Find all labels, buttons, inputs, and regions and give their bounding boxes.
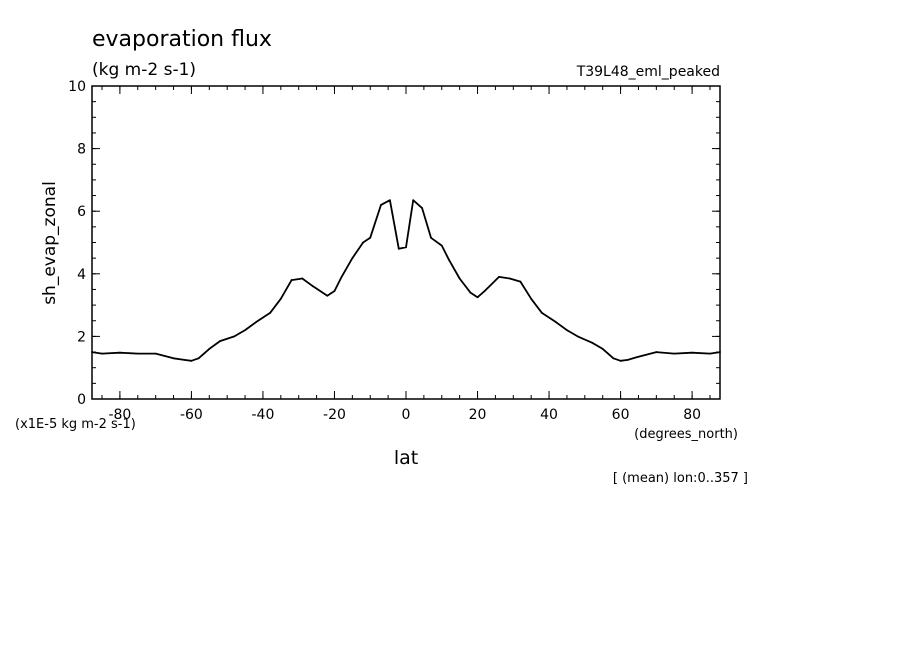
data-point [601, 348, 604, 350]
x-tick-label: 80 [683, 407, 701, 423]
data-point [183, 358, 186, 361]
data-point [483, 290, 486, 292]
data-point [233, 335, 236, 338]
y-tick-label: 10 [68, 79, 86, 95]
data-point [197, 357, 200, 360]
x-tick-label: 20 [469, 407, 487, 423]
x-tick-label: 40 [540, 407, 558, 423]
data-point [101, 352, 103, 355]
x-tick-label: -60 [180, 407, 203, 423]
data-point [612, 357, 615, 360]
x-tick-label: -40 [252, 407, 275, 423]
data-point [508, 277, 511, 280]
data-point [118, 351, 121, 354]
data-point [91, 351, 93, 353]
chart-units: (kg m-2 s-1) [92, 60, 196, 80]
chart-title: evaporation flux [92, 27, 272, 52]
data-point [719, 351, 721, 353]
x-tick-label: 0 [402, 407, 411, 423]
data-point [380, 204, 382, 206]
data-point [555, 321, 558, 324]
data-point [421, 207, 423, 209]
y-tick-label: 6 [77, 204, 86, 220]
footnote: [ (mean) lon:0..357 ] [613, 471, 748, 486]
data-point [312, 285, 314, 288]
data-point [691, 351, 694, 354]
y-tick-label: 0 [77, 392, 86, 408]
data-point [519, 280, 522, 283]
data-point [655, 351, 658, 353]
data-series [91, 199, 721, 362]
x-tick-label: -80 [108, 407, 131, 423]
data-point [389, 199, 391, 202]
data-point [172, 357, 175, 360]
x-axis-label: lat [394, 447, 418, 469]
data-point [362, 241, 364, 244]
axis-ticks: 0 2 4 6 8 10 -80 -60 -40 -20 0 20 40 60 80 [68, 79, 720, 423]
data-point [469, 291, 472, 294]
data-point [619, 359, 622, 362]
data-point [476, 296, 479, 299]
data-point [369, 236, 372, 239]
experiment-label: T39L48_eml_peaked [576, 64, 720, 80]
data-point [440, 244, 443, 247]
data-point [351, 257, 354, 260]
y-tick-label: 2 [77, 329, 86, 345]
data-point [269, 312, 272, 314]
series-line [91, 199, 721, 362]
y-scale-note: (x1E-5 kg m-2 s-1) [15, 417, 136, 432]
data-point [458, 277, 461, 280]
x-tick-label: 60 [612, 407, 630, 423]
data-point [340, 276, 343, 278]
data-point [154, 352, 157, 355]
data-point [530, 297, 533, 300]
data-point [566, 329, 568, 332]
data-point [498, 276, 500, 278]
data-point [326, 294, 329, 297]
data-point [301, 277, 304, 280]
data-point [405, 246, 407, 249]
data-point [448, 258, 450, 261]
data-point [279, 297, 282, 300]
y-tick-label: 8 [77, 142, 86, 158]
data-point [412, 199, 415, 202]
y-tick-label: 4 [77, 267, 86, 283]
data-point [673, 352, 676, 355]
data-point [254, 321, 257, 324]
data-point [208, 348, 211, 350]
data-point [637, 355, 640, 358]
data-point [576, 335, 579, 338]
data-point [540, 312, 543, 314]
data-point [709, 352, 711, 355]
x-tick-label: -20 [323, 407, 346, 423]
data-point [430, 236, 432, 239]
data-point [219, 340, 221, 342]
data-point [626, 358, 629, 361]
data-point [290, 279, 293, 281]
data-point [397, 247, 400, 250]
data-point [244, 329, 246, 332]
data-point [333, 290, 336, 292]
data-point [591, 341, 593, 344]
y-axis-label: sh_evap_zonal [40, 181, 60, 305]
x-axis-units: (degrees_north) [634, 427, 738, 442]
data-point [190, 359, 193, 362]
data-point [136, 352, 139, 355]
